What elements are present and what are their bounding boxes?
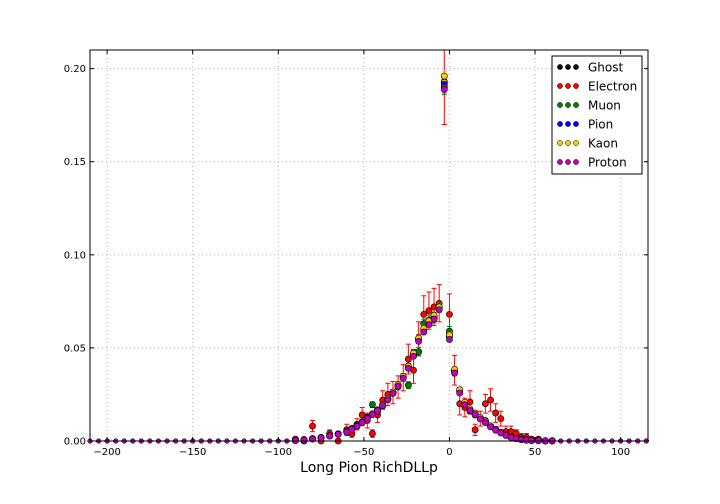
data-point (369, 401, 376, 409)
legend-marker (573, 140, 579, 146)
legend-marker (565, 121, 571, 127)
data-point (420, 310, 428, 318)
data-point (343, 428, 351, 436)
data-point (415, 337, 423, 345)
data-point (363, 415, 371, 423)
data-point (334, 430, 342, 438)
x-axis-label: Long Pion RichDLLp (300, 460, 438, 476)
data-point (451, 369, 458, 377)
x-tick-label: −150 (179, 447, 206, 458)
data-point (466, 407, 474, 414)
plot-frame (89, 49, 649, 442)
data-point (487, 396, 494, 404)
y-tick-label: 0.00 (64, 437, 86, 448)
ticks: −200 −150 −100 −50 0 50 100 0.00 0.05 0.10 0.15 0.2… (64, 50, 648, 458)
data-point (471, 411, 479, 418)
legend-marker (565, 64, 571, 70)
data-point (476, 415, 484, 423)
x-tick-label: −200 (93, 447, 120, 458)
legend: Ghost Electron Muon Pion Kaon Proton (551, 55, 643, 175)
data-point (440, 72, 448, 80)
data-point (497, 415, 505, 423)
legend-marker (565, 102, 571, 108)
data-point (374, 407, 381, 415)
legend-label: Ghost (588, 61, 623, 75)
data-point (348, 425, 356, 433)
data-point (446, 310, 453, 318)
legend-label: Kaon (588, 137, 618, 151)
data-point (300, 436, 308, 444)
legend-marker (573, 64, 579, 70)
data-point (425, 321, 433, 329)
data-point (435, 306, 443, 314)
data-point (456, 389, 464, 397)
data-point (461, 401, 469, 409)
legend-label: Muon (588, 99, 621, 113)
y-tick-label: 0.15 (64, 157, 86, 168)
legend-label: Proton (588, 156, 627, 170)
series-electron (291, 49, 556, 445)
legend-marker (557, 102, 563, 108)
legend-label: Electron (588, 80, 637, 94)
legend-marker (565, 140, 571, 146)
data-point (326, 432, 334, 440)
legend-marker (573, 83, 579, 89)
data-point (369, 430, 376, 437)
data-point (430, 315, 438, 323)
data-marks (87, 49, 649, 445)
y-tick-label: 0.20 (64, 64, 86, 75)
data-point (394, 383, 402, 390)
legend-marker (557, 83, 563, 89)
x-tick-label: 0 (446, 447, 452, 458)
legend-marker (557, 121, 563, 127)
x-tick-label: −50 (353, 447, 374, 458)
y-tick-label: 0.05 (64, 343, 86, 354)
data-point (358, 419, 366, 426)
data-point (492, 426, 500, 434)
legend-box (551, 55, 643, 175)
legend-marker (565, 159, 571, 165)
data-point (291, 437, 299, 444)
data-point (471, 426, 479, 434)
data-point (425, 307, 433, 315)
data-point (404, 364, 412, 372)
data-point (379, 402, 387, 410)
data-point (317, 434, 325, 442)
legend-marker (573, 121, 579, 127)
y-tick-label: 0.10 (64, 250, 86, 261)
x-tick-label: 100 (611, 447, 630, 458)
data-point (309, 422, 316, 430)
data-point (481, 419, 489, 426)
data-point (384, 396, 392, 404)
data-point (492, 409, 500, 417)
data-point (440, 85, 448, 93)
data-point (399, 374, 407, 382)
legend-label: Pion (588, 118, 613, 132)
data-point (487, 423, 494, 431)
data-point (410, 352, 417, 360)
data-point (481, 400, 489, 408)
legend-marker (573, 102, 579, 108)
data-point (404, 381, 412, 389)
legend-marker (557, 140, 563, 146)
legend-marker (565, 83, 571, 89)
data-point (353, 422, 361, 430)
legend-marker (557, 159, 563, 165)
legend-marker (573, 159, 579, 165)
x-tick-label: 50 (529, 447, 542, 458)
series-proton (291, 84, 556, 445)
legend-marker (557, 64, 563, 70)
x-tick-label: −100 (265, 447, 292, 458)
data-point (528, 437, 536, 444)
data-point (404, 355, 412, 363)
data-point (446, 336, 453, 343)
data-point (369, 411, 376, 419)
data-point (420, 328, 428, 336)
data-point (389, 390, 397, 397)
